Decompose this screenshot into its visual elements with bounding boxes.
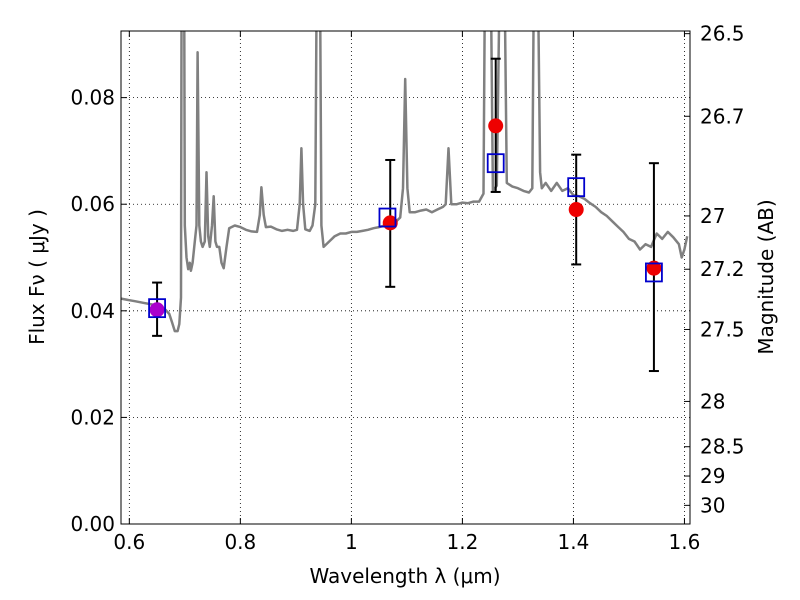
model-box: [567, 177, 586, 198]
right-tick-label: 27.2: [700, 257, 745, 281]
model-box: [378, 207, 397, 228]
plot-frame: [120, 30, 691, 525]
y-tick-label: 0.00: [70, 512, 115, 536]
right-tick-label: 28: [700, 389, 725, 413]
x-tick-label: 0.8: [224, 530, 256, 554]
right-tick-label: 29: [700, 464, 725, 488]
error-bars: [148, 57, 663, 373]
model-box: [486, 153, 505, 174]
model-box: [645, 262, 663, 283]
observed-point: [149, 302, 165, 318]
right-tick-label: 28.5: [700, 435, 745, 459]
y-axis-left: 0.00 0.02 0.04 0.06 0.08: [70, 86, 127, 536]
y-tick-label: 0.02: [70, 405, 115, 429]
right-tick-label: 26.7: [700, 104, 745, 128]
right-tick-label: 26.5: [700, 22, 745, 46]
right-tick-label: 27: [700, 204, 725, 228]
observed-point: [488, 118, 504, 134]
plot-area: [121, 31, 689, 333]
observed-point: [646, 260, 662, 276]
observed-point: [568, 202, 584, 218]
y-tick-label: 0.06: [70, 192, 115, 216]
spectrum-line: [121, 31, 689, 333]
x-tick-label: 0.6: [113, 530, 145, 554]
x-axis: 0.6 0.8 1 1.2 1.4 1.6: [113, 31, 700, 554]
x-tick-label: 1.6: [669, 530, 701, 554]
x-tick-label: 1.4: [558, 530, 590, 554]
right-tick-label: 30: [700, 493, 725, 517]
y-axis-right: 26.5 26.7 27 27.2 27.5 28 28.5 29 30: [684, 22, 745, 517]
x-tick-label: 1.2: [446, 530, 478, 554]
right-tick-label: 27.5: [700, 317, 745, 341]
y-axis-right-label: Magnitude (AB): [754, 199, 778, 354]
y-tick-label: 0.04: [70, 299, 115, 323]
x-axis-label: Wavelength λ (μm): [309, 564, 500, 588]
y-tick-label: 0.08: [70, 86, 115, 110]
y-axis-label: Flux Fν ( μJy ): [25, 209, 49, 345]
x-tick-label: 1: [345, 530, 358, 554]
model-box: [148, 298, 166, 319]
